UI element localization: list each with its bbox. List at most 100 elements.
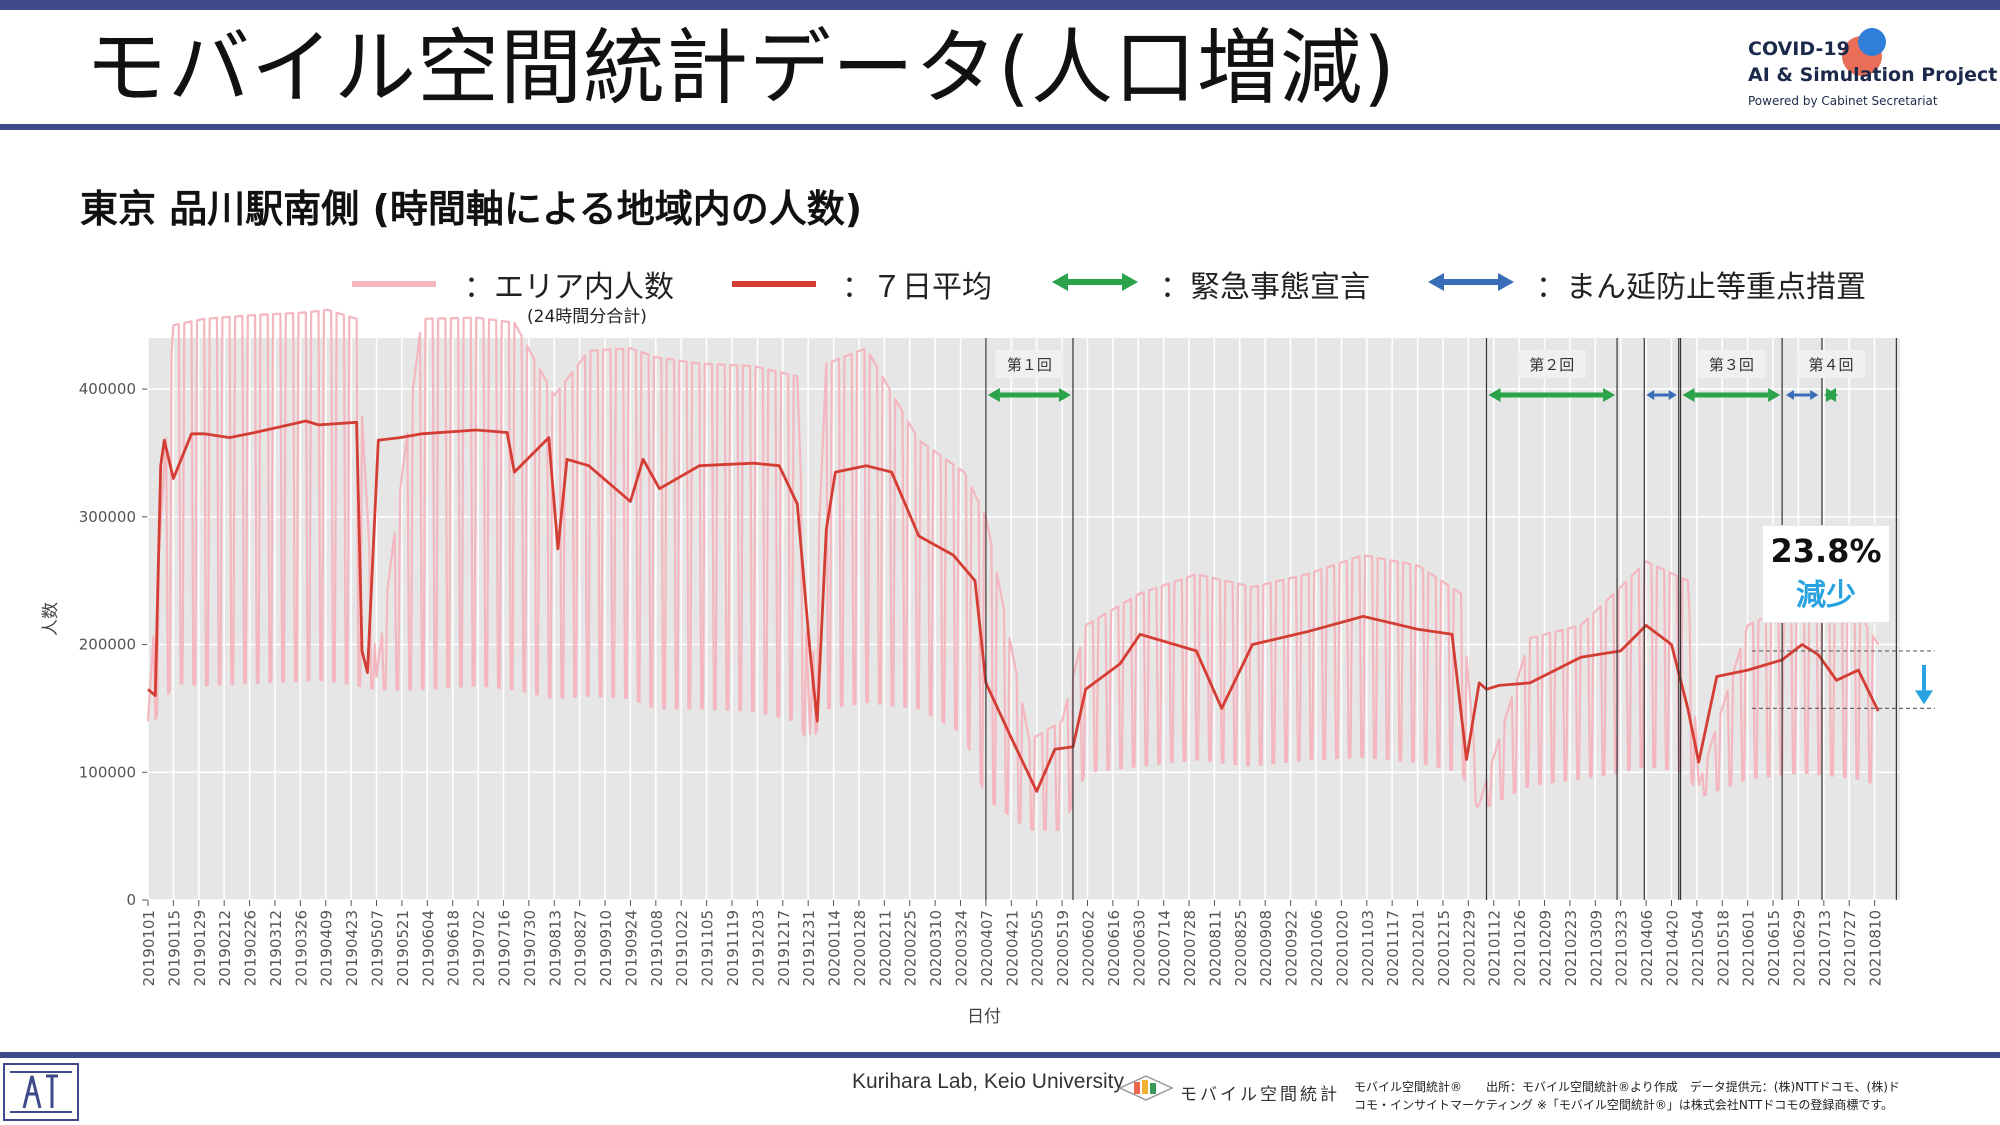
- x-tick-label: 20200714: [1156, 910, 1174, 986]
- x-tick-label: 20190730: [521, 910, 539, 986]
- x-tick-label: 20190827: [572, 910, 590, 986]
- period-label-bg: [1517, 350, 1586, 378]
- y-tick-label: 400000: [79, 380, 136, 398]
- y-tick-label: 0: [126, 891, 136, 909]
- x-tick-label: 20191105: [699, 910, 717, 986]
- x-tick-label: 20210518: [1714, 910, 1732, 986]
- x-tick-label: 20210601: [1740, 910, 1758, 986]
- legend-priority-label: ：まん延防止等重点措置: [1536, 270, 1866, 305]
- period-arrowhead-icon: [1785, 390, 1794, 400]
- x-axis-label: 日付: [967, 1007, 1001, 1027]
- period-arrowhead-icon: [1810, 390, 1819, 400]
- x-tick-label: 20191203: [749, 910, 767, 986]
- page-title: モバイル空間統計データ(人口増減): [85, 21, 1396, 116]
- x-tick-label: 20200505: [1029, 910, 1047, 986]
- y-tick-label: 100000: [79, 763, 136, 781]
- y-axis-label: 人数: [41, 602, 61, 636]
- x-tick-label: 20190101: [140, 910, 158, 986]
- legend-avg-label: ：７日平均: [842, 270, 992, 305]
- footer-divider: [0, 1052, 2000, 1058]
- x-tick-label: 20190423: [343, 910, 361, 986]
- y-tick-label: 300000: [79, 508, 136, 526]
- x-tick-label: 20190702: [470, 910, 488, 986]
- x-tick-label: 20191119: [724, 910, 742, 986]
- university-logo-icon: [3, 1063, 79, 1121]
- decrease-arrow-icon: [1915, 690, 1933, 705]
- x-tick-label: 20190604: [419, 910, 437, 986]
- x-tick-label: 20200421: [1003, 910, 1021, 986]
- population-line-chart: 0 100000 200000 300000 400000 20190101 2019011…: [41, 308, 1935, 1027]
- x-tick-label: 20200407: [978, 910, 996, 986]
- x-tick-label: 20200128: [851, 910, 869, 986]
- period-arrowhead-icon: [987, 388, 1000, 402]
- y-tick-label: 200000: [79, 636, 136, 654]
- decrease-percent: 23.8%: [1770, 532, 1882, 570]
- x-tick-label: 20201020: [1333, 910, 1351, 986]
- period-arrowhead-icon: [1488, 388, 1501, 402]
- x-tick-label: 20200211: [876, 910, 894, 986]
- period-arrowhead-icon: [1768, 388, 1781, 402]
- decrease-label: 減少: [1796, 578, 1856, 613]
- x-tick-label: 20201215: [1435, 910, 1453, 986]
- x-tick-label: 20200922: [1283, 910, 1301, 986]
- period-arrowhead-icon: [1603, 388, 1616, 402]
- legend-raw-label: ：エリア内人数: [464, 270, 674, 305]
- x-tick-label: 20190226: [242, 910, 260, 986]
- x-tick-label: 20210810: [1867, 910, 1885, 986]
- x-tick-label: 20200908: [1257, 910, 1275, 986]
- period-arrowhead-icon: [1826, 388, 1838, 402]
- period-label-bg: [1797, 350, 1866, 378]
- daily-population-line: [146, 308, 1880, 831]
- x-tick-label: 20200811: [1206, 910, 1224, 986]
- x-tick-label: 20210323: [1613, 910, 1631, 986]
- legend-avg-swatch: [732, 281, 816, 287]
- period-label: 第２回: [1529, 356, 1574, 374]
- x-tick-label: 20200728: [1181, 910, 1199, 986]
- logo-line1: COVID-19: [1748, 38, 1850, 60]
- project-logo: COVID-19 AI & Simulation Project Powered…: [1748, 28, 1997, 118]
- x-tick-label: 20210112: [1486, 910, 1504, 986]
- x-tick-label: 20190813: [546, 910, 564, 986]
- x-tick-label: 20200630: [1130, 910, 1148, 986]
- x-tick-label: 20200519: [1054, 910, 1072, 986]
- top-accent-bar: [0, 0, 2000, 10]
- x-tick-label: 20201229: [1460, 910, 1478, 986]
- x-tick-label: 20190212: [216, 910, 234, 986]
- rolling-average-line: [147, 419, 1880, 793]
- x-tick-label: 20190924: [622, 910, 640, 986]
- x-tick-label: 20191217: [775, 910, 793, 986]
- decrease-annotation: 23.8% 減少: [1762, 525, 1890, 623]
- logo-line3: Powered by Cabinet Secretariat: [1748, 94, 1938, 108]
- logo-line2: AI & Simulation Project: [1748, 64, 1998, 86]
- legend-emergency-label: ：緊急事態宣言: [1160, 270, 1370, 305]
- x-tick-label: 20200324: [953, 910, 971, 986]
- x-tick-label: 20190115: [165, 910, 183, 986]
- period-label: 第３回: [1709, 356, 1754, 374]
- x-tick-label: 20210727: [1841, 910, 1859, 986]
- mobile-stats-logo-text: モバイル空間統計: [1180, 1085, 1340, 1105]
- chart-subtitle: 東京 品川駅南側 (時間軸による地域内の人数): [80, 187, 863, 231]
- period-label: 第１回: [1007, 356, 1052, 374]
- x-tick-label: 20210209: [1537, 910, 1555, 986]
- legend-raw-sublabel: (24時間分合計): [527, 307, 647, 327]
- logo-blue-dot-icon: [1858, 28, 1886, 56]
- legend-emergency-arrow-icon: [1052, 273, 1138, 291]
- period-label-bg: [1697, 350, 1766, 378]
- legend-raw-swatch: [352, 281, 436, 287]
- x-tick-label: 20190129: [191, 910, 209, 986]
- x-tick-label: 20200310: [927, 910, 945, 986]
- x-tick-label: 20190618: [445, 910, 463, 986]
- x-tick-label: 20191008: [648, 910, 666, 986]
- x-tick-label: 20210629: [1790, 910, 1808, 986]
- x-tick-label: 20210126: [1511, 910, 1529, 986]
- x-tick-label: 20191022: [673, 910, 691, 986]
- period-label-bg: [995, 350, 1064, 378]
- x-tick-label: 20201201: [1410, 910, 1428, 986]
- period-arrowhead-icon: [1646, 390, 1655, 400]
- x-tick-label: 20200114: [826, 910, 844, 986]
- x-tick-label: 20190312: [267, 910, 285, 986]
- chart-legend: ：エリア内人数 (24時間分合計) ：７日平均 ：緊急事態宣言 ：まん延防止等重…: [340, 262, 1920, 327]
- legend-priority-arrow-icon: [1428, 273, 1514, 291]
- x-tick-label: 20191231: [800, 910, 818, 986]
- footer-lab-name: Kurihara Lab, Keio University: [852, 1070, 1124, 1093]
